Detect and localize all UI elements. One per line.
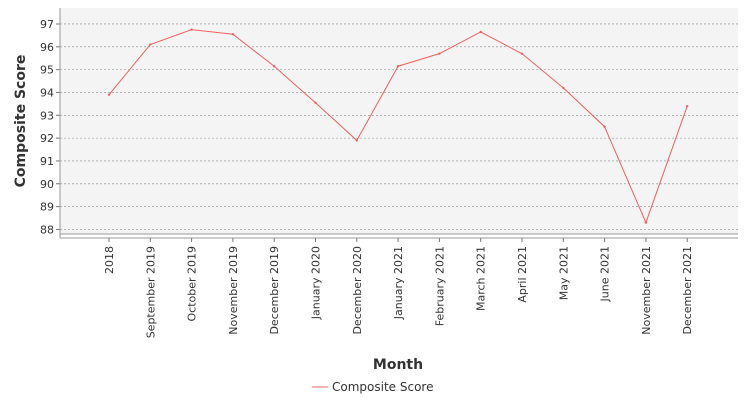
y-tick-label: 94: [40, 86, 54, 99]
x-tick-label: January 2020: [310, 246, 323, 320]
data-point: [107, 93, 111, 96]
data-point: [396, 65, 400, 68]
data-point: [273, 65, 276, 68]
x-tick-label: June 2021: [599, 246, 612, 302]
data-point: [644, 221, 648, 224]
y-tick-label: 96: [40, 41, 54, 54]
y-tick-label: 88: [40, 223, 54, 236]
y-tick-label: 95: [40, 64, 54, 77]
x-tick-label: November 2021: [640, 246, 653, 335]
x-tick-label: April 2021: [516, 246, 529, 303]
data-point: [438, 52, 441, 55]
y-tick-label: 92: [40, 132, 54, 145]
x-tick-label: December 2021: [681, 246, 694, 335]
data-point: [562, 86, 565, 90]
legend-label: Composite Score: [332, 380, 433, 394]
data-point: [686, 104, 689, 108]
y-tick-label: 90: [40, 178, 54, 191]
y-axis-title: Composite Score: [13, 55, 29, 188]
axes: [56, 8, 738, 242]
data-point: [231, 33, 235, 36]
y-tick-label: 97: [40, 18, 54, 31]
data-point: [314, 101, 317, 104]
x-tick-label: December 2019: [268, 246, 281, 335]
x-tick-label: December 2020: [351, 246, 364, 335]
x-tick-label: February 2021: [433, 246, 446, 326]
y-tick-label: 93: [40, 109, 54, 122]
data-point: [603, 125, 606, 128]
data-point: [520, 52, 524, 55]
y-tick-label: 89: [40, 201, 54, 214]
x-axis-title: Month: [373, 357, 423, 373]
plot-area-background: [60, 8, 738, 234]
x-tick-label: January 2021: [392, 246, 405, 320]
x-tick-label: May 2021: [557, 246, 570, 300]
gridlines: [60, 23, 738, 230]
x-tick-label: November 2019: [227, 246, 240, 335]
x-tick-label: 2018: [103, 246, 116, 274]
data-point: [149, 43, 152, 46]
data-point: [479, 30, 482, 34]
x-tick-label: September 2019: [144, 246, 157, 338]
y-tick-labels: 88 89 90 91 92 93 94 95 96 97: [40, 18, 54, 236]
x-tick-labels: 2018 September 2019 October 2019 November 2…: [103, 246, 694, 338]
x-tick-label: March 2021: [475, 246, 488, 311]
y-tick-label: 91: [40, 155, 54, 168]
data-point: [190, 28, 193, 31]
data-point: [355, 139, 358, 142]
series-layer: [107, 28, 689, 224]
x-tick-label: October 2019: [186, 246, 199, 322]
legend: Composite Score: [312, 380, 433, 394]
